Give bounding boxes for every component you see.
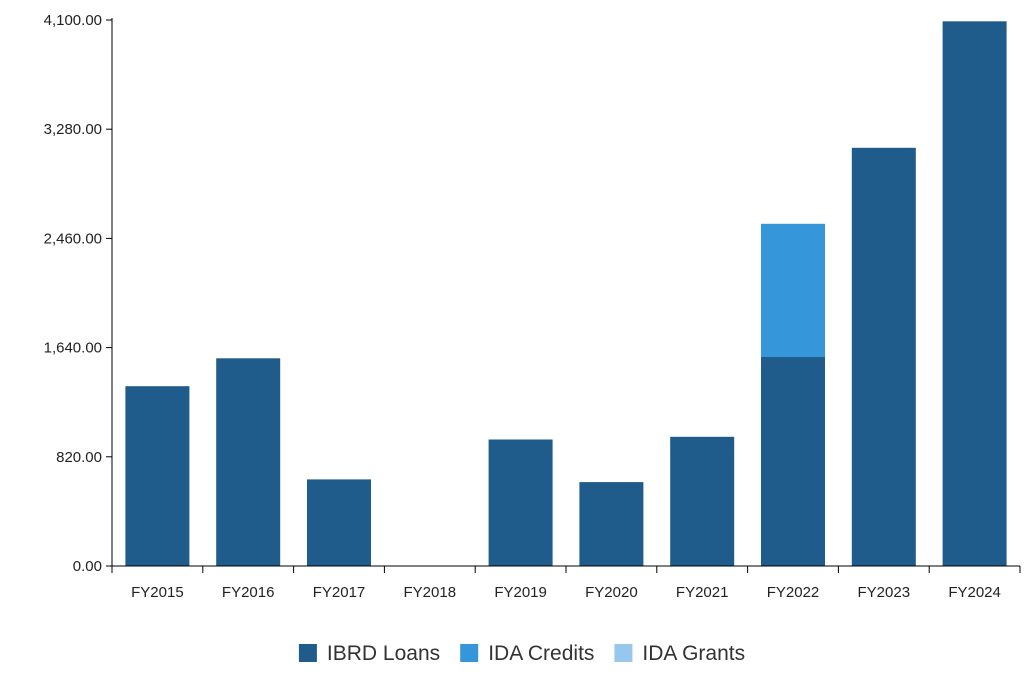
x-tick-label: FY2023	[858, 584, 911, 601]
y-tick-label: 1,640.00	[44, 340, 102, 357]
bar-fy2023-ibrd-loans[interactable]	[851, 147, 916, 567]
x-tick-label: FY2021	[676, 584, 729, 601]
legend-swatch-ibrd-loans	[298, 644, 317, 662]
y-tick-label: 2,460.00	[44, 230, 102, 247]
bar-fy2020-ibrd-loans[interactable]	[579, 482, 644, 566]
x-tick-label: FY2019	[494, 584, 547, 601]
x-tick-label: FY2018	[404, 584, 457, 601]
legend-item-ida-credits[interactable]: IDA Credits	[460, 642, 594, 665]
y-tick-label: 820.00	[56, 449, 102, 466]
bar-fy2021-ibrd-loans[interactable]	[670, 436, 735, 566]
legend-label-ida-grants: IDA Grants	[642, 642, 745, 665]
x-tick-label: FY2017	[313, 584, 366, 601]
x-tick-label: FY2020	[585, 584, 638, 601]
bar-fy2015-ibrd-loans[interactable]	[125, 386, 190, 566]
legend: IBRD Loans IDA Credits IDA Grants	[298, 642, 745, 665]
legend-item-ibrd-loans[interactable]: IBRD Loans	[298, 642, 440, 665]
x-tick-label: FY2022	[767, 584, 820, 601]
x-tick-label: FY2015	[131, 584, 184, 601]
x-tick-label: FY2024	[948, 584, 1001, 601]
bar-fy2022-ibrd-loans[interactable]	[761, 356, 825, 566]
y-tick-label: 0.00	[73, 558, 102, 575]
bar-fy2022-ida-credits[interactable]	[761, 223, 825, 357]
axes-layer: 0.00 820.00 1,640.00 2,460.00 3,280.00 4,100.…	[44, 12, 1021, 601]
y-tick-label: 4,100.00	[44, 12, 102, 29]
x-tick-label: FY2016	[222, 584, 275, 601]
bar-fy2017-ibrd-loans[interactable]	[307, 479, 371, 566]
y-tick-label: 3,280.00	[44, 121, 102, 138]
legend-item-ida-grants[interactable]: IDA Grants	[614, 642, 745, 665]
legend-swatch-ida-credits	[460, 644, 479, 662]
bars-layer	[125, 21, 1007, 567]
bar-fy2016-ibrd-loans[interactable]	[216, 358, 281, 566]
legend-label-ida-credits: IDA Credits	[488, 642, 594, 665]
legend-swatch-ida-grants	[614, 644, 633, 662]
legend-label-ibrd-loans: IBRD Loans	[327, 642, 440, 665]
bar-fy2024-ibrd-loans[interactable]	[942, 21, 1007, 567]
bar-fy2019-ibrd-loans[interactable]	[488, 439, 553, 567]
